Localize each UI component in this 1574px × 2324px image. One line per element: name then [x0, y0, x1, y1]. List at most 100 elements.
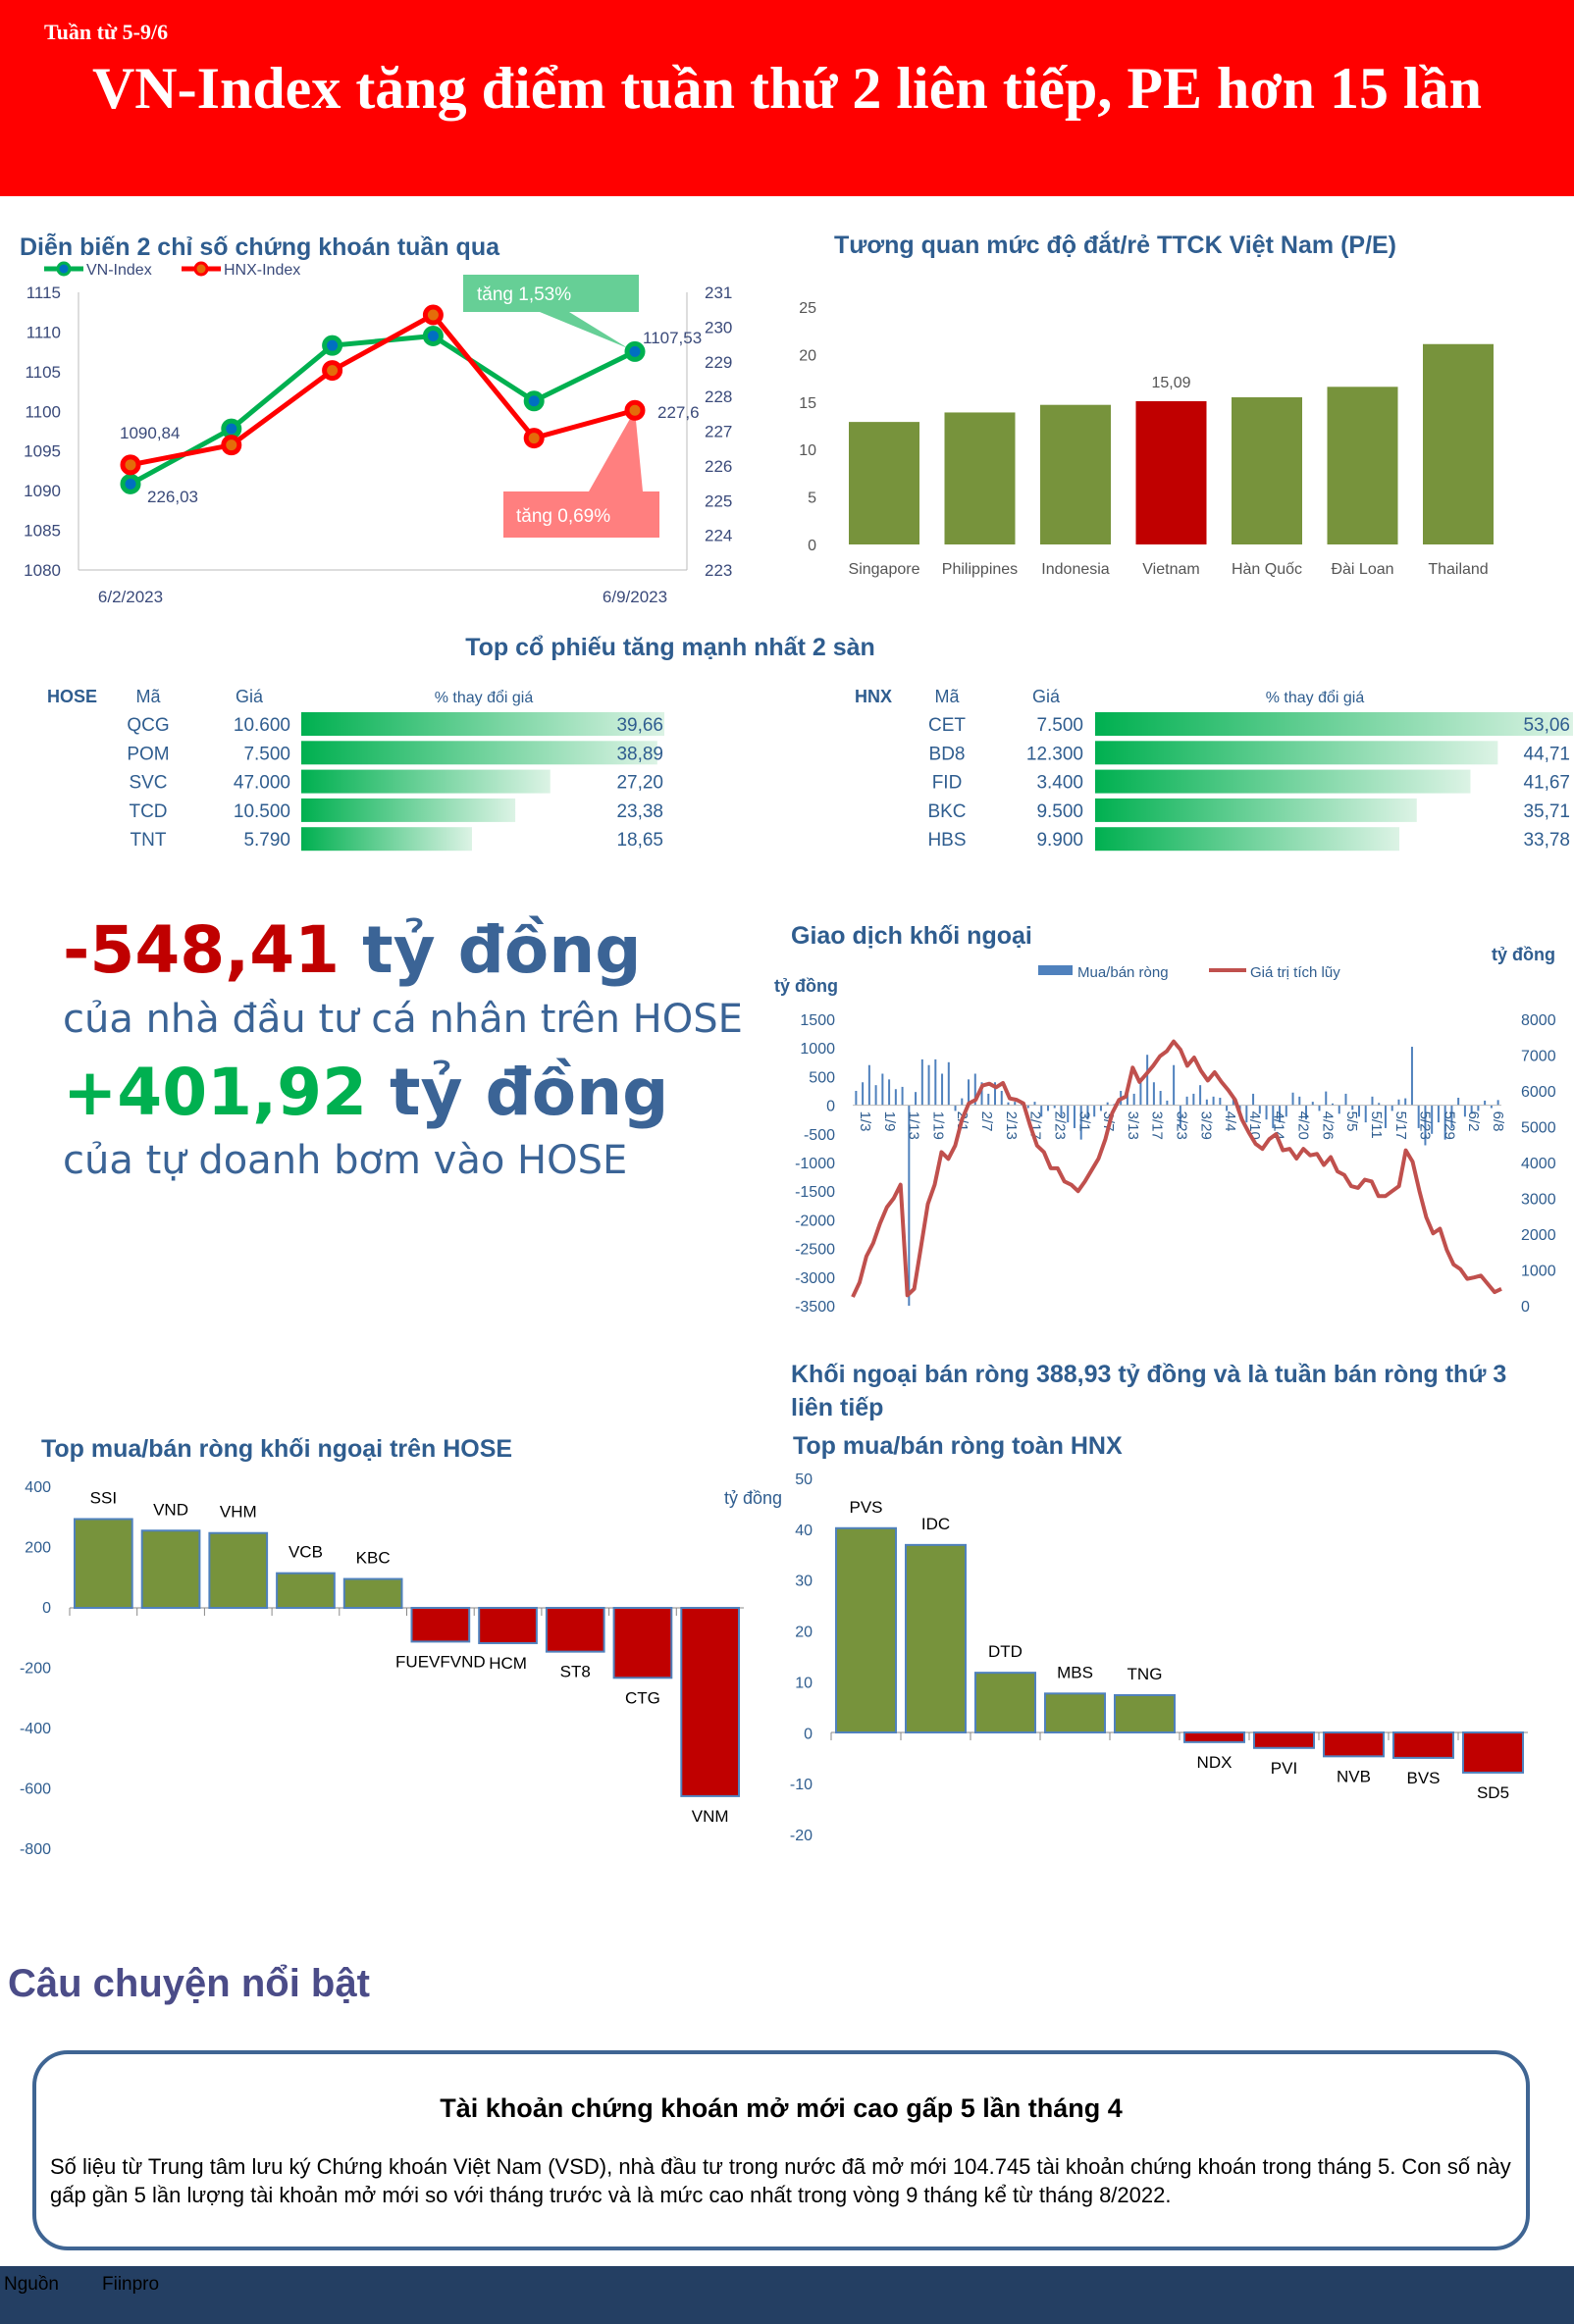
x-tick-label: 6/9/2023: [603, 588, 667, 606]
left-tick-label: 1110: [26, 323, 61, 341]
stock-change: 39,66: [616, 715, 663, 736]
exchange-label: HNX: [855, 687, 892, 706]
date-tick-label: 5/23: [1417, 1111, 1434, 1140]
callout-vn-text: tăng 1,53%: [477, 284, 571, 305]
date-tick-label: 3/13: [1125, 1111, 1141, 1140]
hose-bar-label: VHM: [220, 1503, 257, 1522]
stock-change: 18,65: [616, 830, 663, 851]
hnx-start-label: 226,03: [147, 488, 198, 506]
pe-tick-label: 0: [808, 538, 816, 554]
stock-code: HBS: [927, 830, 966, 851]
hnx-bar: [1253, 1731, 1315, 1749]
data-point: [422, 325, 444, 346]
hose-bar-label: SSI: [90, 1488, 117, 1507]
stock-price: 7.500: [243, 744, 290, 764]
hnx-bar: [1462, 1731, 1524, 1774]
stock-change: 27,20: [616, 773, 663, 794]
stock-price: 10.600: [234, 715, 290, 736]
date-tick-label: 5/29: [1441, 1111, 1457, 1140]
hose-bar: [612, 1607, 673, 1679]
stock-price: 47.000: [234, 773, 290, 794]
hose-bar: [208, 1531, 269, 1609]
hnx-bar: [974, 1672, 1036, 1734]
header-banner: Tuần từ 5-9/6 VN-Index tăng điểm tuần th…: [0, 0, 1574, 196]
date-tick-label: 1/3: [857, 1111, 873, 1132]
stock-change: 35,71: [1523, 801, 1570, 822]
prop-value: +401,92: [63, 1055, 367, 1130]
page-title: VN-Index tăng điểm tuần thứ 2 liên tiếp,…: [91, 56, 1483, 121]
series-line-0: [129, 333, 637, 487]
hose-bar-label: FUEVFVND: [395, 1652, 486, 1671]
hnx-tick-label: 30: [795, 1574, 813, 1590]
week-label: Tuần từ 5-9/6: [44, 20, 169, 44]
right-tick-label: 2000: [1521, 1227, 1556, 1244]
date-tick-label: 1/9: [881, 1111, 898, 1132]
data-point: [120, 454, 141, 476]
date-tick-label: 3/1: [1076, 1111, 1092, 1132]
hose-tick-label: -600: [20, 1782, 51, 1798]
hnx-bar: [1114, 1693, 1176, 1733]
retail-unit: tỷ đồng: [362, 912, 642, 988]
hnx-bar-label: IDC: [921, 1515, 950, 1533]
data-point: [120, 473, 141, 494]
date-tick-label: 4/20: [1295, 1111, 1312, 1140]
x-tick-label: 6/2/2023: [98, 588, 163, 606]
change-bar: [301, 769, 551, 794]
hose-tick-label: 0: [42, 1600, 51, 1617]
foreign-summary: Khối ngoại bán ròng 388,93 tỷ đồng và là…: [791, 1361, 1507, 1421]
retail-desc: của nhà đầu tư cá nhân trên HOSE: [63, 997, 743, 1042]
legend-line-label: Giá trị tích lũy: [1250, 964, 1340, 981]
hose-bar: [276, 1572, 336, 1610]
date-tick-label: 3/23: [1174, 1111, 1190, 1140]
exchange-label: HOSE: [47, 687, 97, 706]
left-tick-label: 1090: [24, 482, 61, 500]
hnx-bar: [1183, 1731, 1245, 1743]
left-tick-label: 1000: [800, 1041, 835, 1058]
stock-code: FID: [932, 773, 963, 794]
hnx-bar: [1323, 1731, 1385, 1758]
hnx-tick-label: 20: [795, 1625, 813, 1641]
pe-category-label: Vietnam: [1142, 561, 1199, 578]
left-tick-label: -2500: [795, 1242, 835, 1259]
date-tick-label: 1/19: [929, 1111, 946, 1140]
hose-bar-label: CTG: [625, 1688, 660, 1707]
prop-unit: tỷ đồng: [389, 1055, 669, 1130]
hose-unit-label: tỷ đồng: [724, 1488, 782, 1508]
legend-hnx-label: HNX-Index: [224, 262, 300, 279]
hnx-foreign-title: Top mua/bán ròng toàn HNX: [793, 1432, 1123, 1460]
callout-hnx-text: tăng 0,69%: [516, 506, 610, 527]
hnx-bar-label: NVB: [1337, 1767, 1371, 1785]
hnx-bar: [835, 1526, 897, 1734]
left-tick-label: -1000: [795, 1156, 835, 1172]
pe-category-label: Đài Loan: [1331, 561, 1393, 578]
date-tick-label: 4/14: [1271, 1111, 1287, 1140]
date-tick-label: 5/17: [1392, 1111, 1409, 1140]
retail-flow: -548,41 tỷ đồng: [63, 912, 641, 988]
hose-bar-label: VCB: [289, 1543, 323, 1562]
date-tick-label: 2/13: [1003, 1111, 1020, 1140]
callout-vn: [463, 275, 639, 348]
right-tick-label: 4000: [1521, 1156, 1556, 1172]
pe-category-label: Thailand: [1428, 561, 1488, 578]
change-bar: [1095, 741, 1498, 765]
hose-bar: [478, 1607, 538, 1644]
pe-bar: [1327, 387, 1398, 544]
data-point: [322, 335, 343, 356]
date-tick-label: 5/5: [1343, 1111, 1360, 1132]
story-title: Tài khoản chứng khoán mở mới cao gấp 5 l…: [440, 2093, 1123, 2123]
hose-bar-label: ST8: [560, 1663, 591, 1681]
stock-code: TCD: [129, 801, 167, 822]
stock-price: 9.500: [1036, 801, 1083, 822]
stock-change: 44,71: [1523, 744, 1570, 764]
date-tick-label: 6/2: [1465, 1111, 1482, 1132]
change-bar: [1095, 712, 1573, 736]
pe-chart-title: Tương quan mức độ đắt/rẻ TTCK Việt Nam (…: [834, 232, 1397, 259]
hose-bar: [410, 1607, 471, 1643]
legend-vn-marker: [56, 261, 72, 277]
left-tick-label: -1500: [795, 1184, 835, 1201]
hose-tick-label: -200: [20, 1661, 51, 1678]
hose-bar: [545, 1607, 605, 1653]
stock-change: 53,06: [1523, 715, 1570, 736]
cumulative-line: [851, 1039, 1502, 1298]
hnx-bar: [905, 1543, 967, 1734]
